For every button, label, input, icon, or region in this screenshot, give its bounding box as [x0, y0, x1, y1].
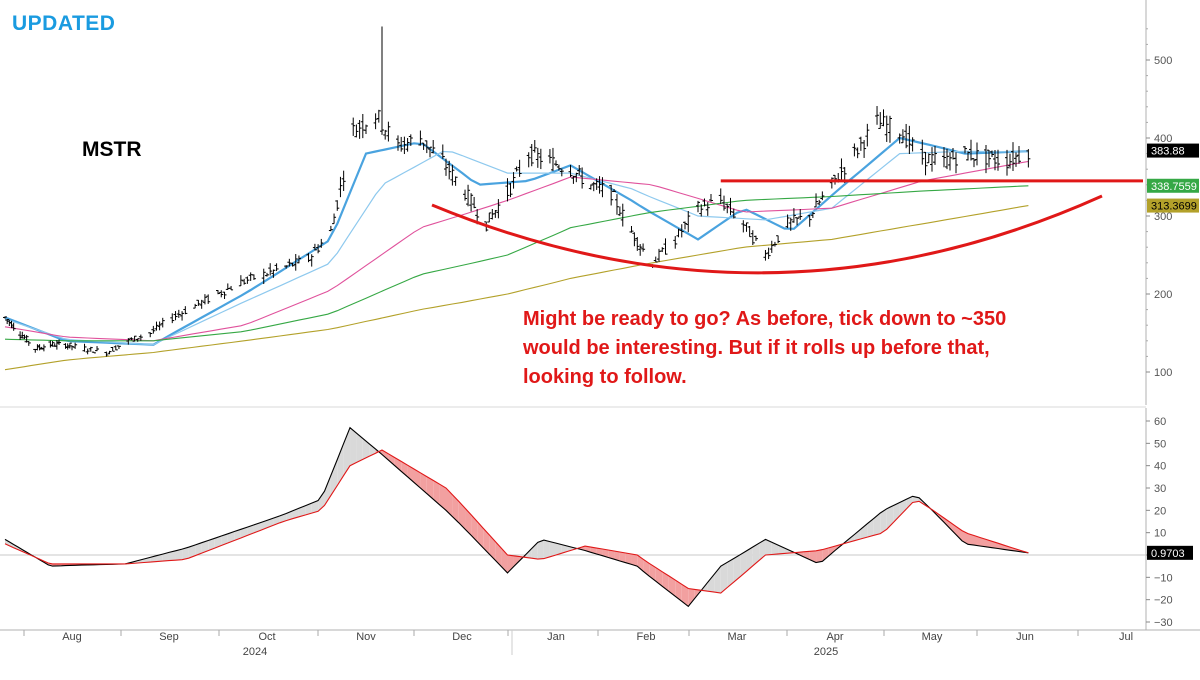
month-tick-label: Jan: [547, 631, 565, 643]
updated-label: UPDATED: [12, 12, 115, 36]
oscillator-last-value-label: 0.9703: [1151, 548, 1185, 560]
oscillator-tick-label: 40: [1154, 461, 1166, 473]
last-value-badge: 338.7559: [1147, 179, 1199, 193]
last-value-badge-label: 383.88: [1151, 146, 1185, 158]
rounding-bottom-arc: [432, 196, 1102, 273]
oscillator-diff-fill: [440, 484, 446, 510]
month-tick-label: Sep: [159, 631, 179, 643]
last-value-badge: 383.88: [1147, 144, 1199, 158]
year-tick-label: 2024: [243, 646, 267, 658]
month-tick-label: Dec: [452, 631, 472, 643]
month-tick-label: Jun: [1016, 631, 1034, 643]
month-tick-label: Mar: [728, 631, 747, 643]
annotation-line: would be interesting. But if it rolls up…: [523, 334, 1123, 363]
oscillator-tick-label: −30: [1154, 617, 1173, 629]
month-tick-label: Feb: [637, 631, 656, 643]
month-tick-label: Jul: [1119, 631, 1133, 643]
annotation-line: Might be ready to go? As before, tick do…: [523, 305, 1123, 334]
month-tick-label: Oct: [258, 631, 275, 643]
oscillator-diff-fill: [350, 428, 356, 466]
oscillator-tick-label: 50: [1154, 438, 1166, 450]
month-tick-label: Aug: [62, 631, 82, 643]
oscillator-tick-label: 20: [1154, 505, 1166, 517]
year-tick-label: 2025: [814, 646, 838, 658]
oscillator-last-value-badge: 0.9703: [1147, 546, 1193, 560]
price-tick-label: 300: [1154, 211, 1172, 223]
oscillator-tick-label: 60: [1154, 416, 1166, 428]
oscillator-tick-label: −20: [1154, 595, 1173, 607]
last-value-badge: 313.3699: [1147, 199, 1199, 213]
price-tick-label: 400: [1154, 133, 1172, 145]
oscillator-diff-fill: [708, 574, 715, 592]
oscillator-diff-fill: [337, 444, 343, 486]
month-tick-label: May: [922, 631, 943, 643]
price-tick-label: 100: [1154, 367, 1172, 379]
oscillator-tick-label: 30: [1154, 483, 1166, 495]
annotation-text: Might be ready to go? As before, tick do…: [523, 305, 1123, 392]
oscillator-diff-fill: [816, 550, 822, 563]
oscillator-diff-fill: [688, 589, 695, 607]
annotation-line: looking to follow.: [523, 363, 1123, 392]
oscillator-diff-fill: [452, 495, 458, 523]
price-tick-label: 500: [1154, 55, 1172, 67]
oscillator-black-line: [5, 428, 1028, 607]
last-value-badge-label: 338.7559: [1151, 181, 1197, 193]
price-tick-label: 200: [1154, 289, 1172, 301]
oscillator-diff-fill: [550, 542, 556, 557]
month-tick-label: Nov: [356, 631, 376, 643]
oscillator-diff-fill: [446, 488, 452, 517]
last-value-badge-label: 313.3699: [1151, 201, 1197, 213]
oscillator-diff-fill: [538, 540, 544, 559]
oscillator-tick-label: 10: [1154, 528, 1166, 540]
oscillator-diff-fill: [544, 540, 550, 558]
ticker-label: MSTR: [82, 138, 142, 162]
month-tick-label: Apr: [826, 631, 843, 643]
oscillator-tick-label: −10: [1154, 572, 1173, 584]
